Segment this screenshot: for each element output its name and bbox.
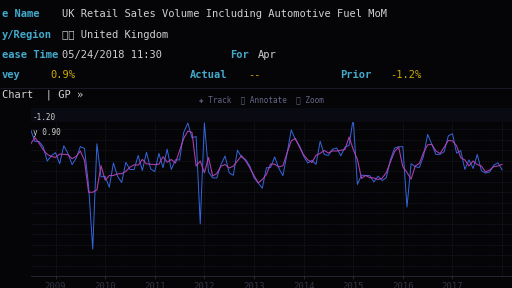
Text: Chart  | GP »: Chart | GP » <box>2 90 83 101</box>
Text: UK Retail Sales Volume Including Automotive Fuel MoM: UK Retail Sales Volume Including Automot… <box>62 9 387 19</box>
Text: y 0.90: y 0.90 <box>33 128 61 137</box>
Text: --: -- <box>248 70 261 80</box>
Text: e Name: e Name <box>2 9 39 19</box>
Text: y/Region: y/Region <box>2 30 52 40</box>
Text: Apr: Apr <box>258 50 277 60</box>
Text: 0.9%: 0.9% <box>50 70 75 80</box>
Text: 🇬🇧 United Kingdom: 🇬🇧 United Kingdom <box>62 30 168 40</box>
Text: ✚ Track  ⁄ Annotate  🔍 Zoom: ✚ Track ⁄ Annotate 🔍 Zoom <box>199 96 324 105</box>
Text: -1.20: -1.20 <box>33 113 56 122</box>
Text: ease Time: ease Time <box>2 50 58 60</box>
Text: vey: vey <box>2 70 21 80</box>
Text: Actual: Actual <box>190 70 227 80</box>
Text: For: For <box>230 50 249 60</box>
Text: Prior: Prior <box>340 70 371 80</box>
Bar <box>31 108 512 121</box>
Text: -1.2%: -1.2% <box>390 70 421 80</box>
Text: 05/24/2018 11:30: 05/24/2018 11:30 <box>62 50 162 60</box>
